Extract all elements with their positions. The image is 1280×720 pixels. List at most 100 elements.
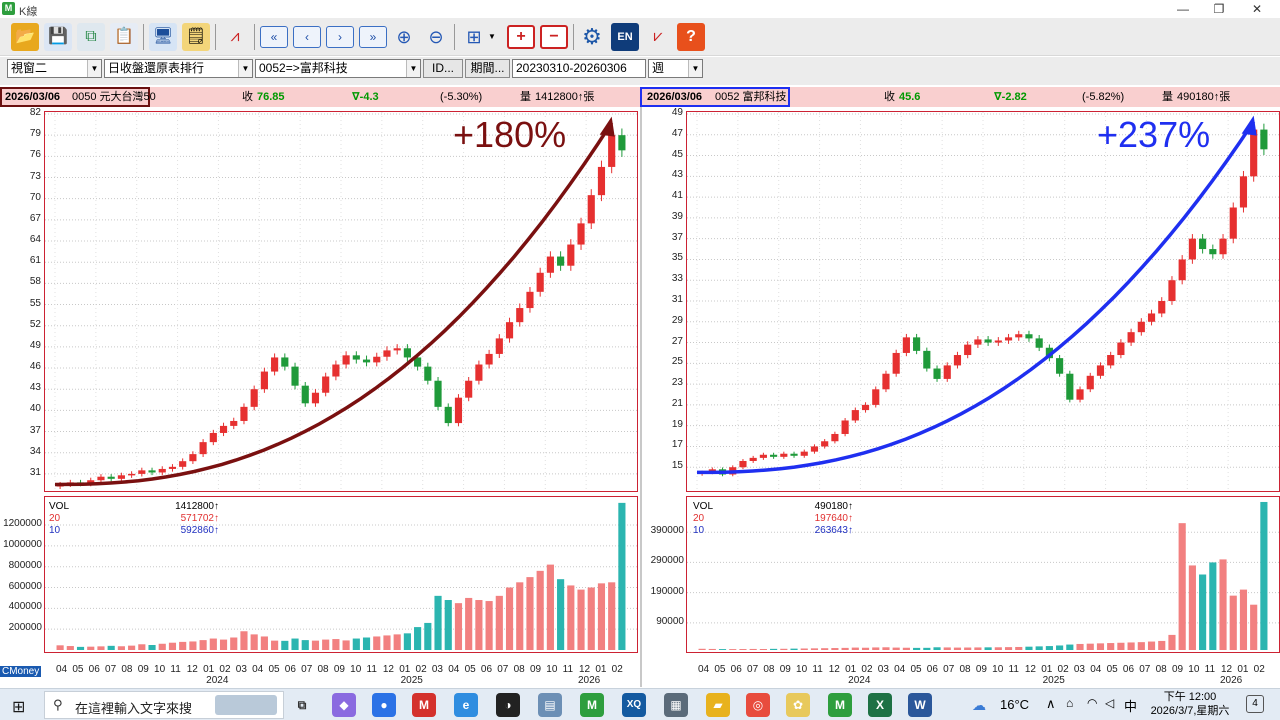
- candle-body: [179, 461, 187, 467]
- paste-icon[interactable]: 📋: [110, 23, 138, 51]
- cmoney-app-icon[interactable]: M: [412, 693, 436, 717]
- paint-icon[interactable]: ✿: [786, 693, 810, 717]
- volume-bar: [923, 647, 931, 650]
- stock-select[interactable]: 0052=>富邦科技 ▼: [255, 59, 421, 78]
- candle-body: [128, 473, 136, 476]
- tray-chevron-icon[interactable]: ∧: [1046, 696, 1056, 711]
- layout-grid-icon[interactable]: ⊞: [466, 27, 482, 47]
- volume-bar: [749, 648, 757, 650]
- english-icon[interactable]: EN: [611, 23, 639, 51]
- candle-body: [107, 476, 115, 479]
- kline-app-icon-2[interactable]: M: [828, 693, 852, 717]
- chevron-down-icon[interactable]: ▼: [488, 32, 496, 41]
- excel-icon[interactable]: X: [868, 693, 892, 717]
- volume-bar: [1096, 643, 1105, 650]
- media-icon[interactable]: ◑: [496, 693, 520, 717]
- copilot-icon[interactable]: ◆: [332, 693, 356, 717]
- volume-tick-label: 390000: [650, 525, 684, 537]
- period-button[interactable]: 期間...: [465, 59, 510, 78]
- window-select[interactable]: 視窗二 ▼: [7, 59, 102, 78]
- x-tick-label: 12: [1220, 664, 1233, 675]
- ime-indicator[interactable]: 中: [1124, 699, 1138, 714]
- task-view-icon[interactable]: ⧉: [297, 698, 307, 712]
- open-folder-icon[interactable]: 📂: [11, 23, 39, 51]
- volume-bar: [1107, 643, 1115, 650]
- frequency-select[interactable]: 週 ▼: [648, 59, 703, 78]
- add-window-icon[interactable]: +: [507, 25, 535, 49]
- volume-bar: [567, 585, 575, 650]
- notification-badge[interactable]: 4: [1246, 695, 1264, 713]
- zoom-icon[interactable]: ●: [372, 693, 396, 717]
- notes-icon[interactable]: 🗒: [182, 23, 210, 51]
- maximize-button[interactable]: ❐: [1213, 2, 1225, 16]
- search-box[interactable]: ⚲ 在這裡輸入文字來搜: [44, 691, 284, 719]
- volume-icon[interactable]: ◁: [1105, 696, 1115, 710]
- weather-icon[interactable]: ☁: [972, 697, 986, 713]
- remove-window-icon[interactable]: −: [540, 25, 568, 49]
- settings-icon[interactable]: ⚙: [582, 24, 602, 49]
- chart-tool-icon[interactable]: ⩘: [230, 28, 240, 45]
- xq-icon[interactable]: XQ: [622, 693, 646, 717]
- left-price-panel[interactable]: +180%: [44, 111, 638, 492]
- period-field[interactable]: 20230310-20260306: [512, 59, 646, 78]
- x-tick-label: 11: [562, 664, 574, 675]
- volume-bar: [107, 645, 115, 650]
- word-icon[interactable]: W: [908, 693, 932, 717]
- volume-bar: [301, 640, 309, 650]
- candle-body: [424, 366, 432, 381]
- volume-bar: [1178, 523, 1186, 650]
- x-tick-label: 01: [595, 664, 607, 675]
- monitor-icon[interactable]: 🖥: [149, 23, 177, 51]
- close-button[interactable]: ✕: [1251, 2, 1263, 16]
- x-tick-label: 01: [203, 664, 215, 675]
- pane-divider[interactable]: [640, 107, 642, 687]
- book-icon[interactable]: ▤: [538, 693, 562, 717]
- y-tick-label: 21: [671, 397, 683, 409]
- calculator-icon[interactable]: ▦: [664, 693, 688, 717]
- right-price-panel[interactable]: +237%: [686, 111, 1280, 492]
- zoom-in-icon[interactable]: ⊕: [396, 27, 412, 47]
- network-icon[interactable]: ⌂: [1066, 696, 1074, 710]
- cmoney-brand: CMoney: [0, 666, 42, 677]
- candle-body: [1056, 358, 1064, 374]
- id-button[interactable]: ID...: [423, 59, 463, 78]
- first-page-icon[interactable]: «: [260, 26, 288, 48]
- volume-bar: [536, 570, 544, 650]
- save-icon[interactable]: 💾: [44, 23, 72, 51]
- candle-body: [454, 397, 463, 424]
- weather-temp[interactable]: 16°C: [1000, 697, 1030, 712]
- indicator-icon[interactable]: ⩗: [653, 28, 663, 45]
- kline-app-icon[interactable]: M: [580, 693, 604, 717]
- volume-bar: [1066, 644, 1074, 650]
- candle-body: [168, 466, 177, 469]
- x-tick-label: 02: [861, 664, 873, 675]
- copy-icon[interactable]: ⧉: [77, 23, 105, 51]
- volume-bar: [587, 587, 595, 650]
- x-tick-label: 03: [1073, 664, 1085, 675]
- windows-start-icon[interactable]: ⊞: [12, 699, 26, 716]
- candle-body: [800, 451, 808, 456]
- help-icon[interactable]: ?: [677, 23, 705, 51]
- zoom-out-icon[interactable]: ⊖: [428, 27, 444, 47]
- ie-icon[interactable]: e: [454, 693, 478, 717]
- x-tick-label: 09: [779, 664, 791, 675]
- next-page-icon[interactable]: ›: [326, 26, 354, 48]
- minimize-button[interactable]: —: [1177, 2, 1189, 16]
- right-volume-panel[interactable]: VOL 490180↑ 20 197640↑ 10 263643↑: [686, 496, 1280, 653]
- sort-select[interactable]: 日收盤還原表排行 ▼: [104, 59, 253, 78]
- volume-tick-label: 190000: [650, 585, 684, 597]
- prev-page-icon[interactable]: ‹: [293, 26, 321, 48]
- candle-body: [1045, 347, 1053, 359]
- volume-tick-label: 1200000: [3, 518, 42, 530]
- left-volume-panel[interactable]: VOL 1412800↑ 20 571702↑ 10 592860↑: [44, 496, 638, 653]
- wifi-icon[interactable]: ◠: [1087, 696, 1098, 710]
- clock[interactable]: 下午 12:00 2026/3/7,星期六: [1150, 691, 1230, 717]
- x-tick-label: 07: [747, 664, 759, 675]
- last-page-icon[interactable]: »: [359, 26, 387, 48]
- candle-body: [281, 357, 289, 367]
- file-explorer-icon[interactable]: ▰: [706, 693, 730, 717]
- volume-bar: [66, 646, 74, 650]
- chevron-down-icon: ▼: [688, 60, 702, 77]
- chrome-icon[interactable]: ◎: [746, 693, 770, 717]
- candle-body: [943, 365, 951, 379]
